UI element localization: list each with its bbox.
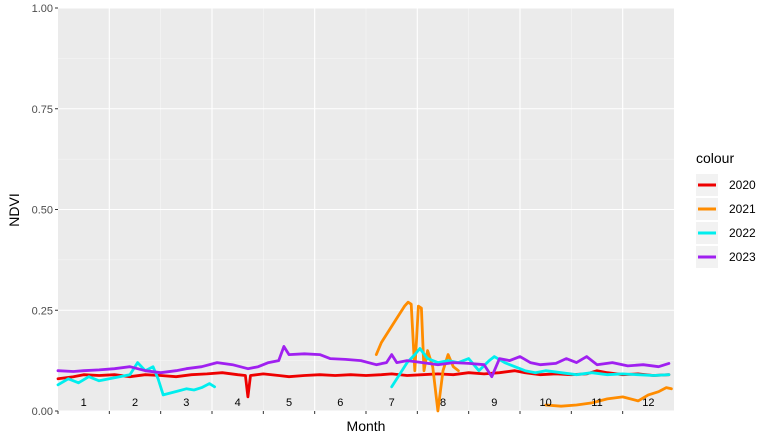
y-tick-label: 0.75 <box>32 104 53 116</box>
y-tick-label: 1.00 <box>32 3 53 15</box>
y-tick-label: 0.00 <box>32 406 53 418</box>
axis-layer: 0.000.250.500.751.001 2 3 4 5 6 7 8 9 10 11 12 <box>32 3 655 418</box>
month-label: 1 <box>81 397 87 409</box>
y-tick-label: 0.50 <box>32 205 53 217</box>
month-label: 8 <box>440 397 446 409</box>
month-label: 4 <box>235 397 241 409</box>
month-label: 10 <box>540 397 552 409</box>
month-label: 2 <box>132 397 138 409</box>
legend-label-2020: 2020 <box>729 178 756 192</box>
legend-label-2022: 2022 <box>729 226 756 240</box>
x-axis-title: Month <box>347 418 386 434</box>
series-line-2021 <box>374 300 673 413</box>
month-label: 3 <box>183 397 189 409</box>
month-label: 5 <box>286 397 292 409</box>
legend: colour 2020 2021 2022 2023 <box>696 150 756 268</box>
month-label: 6 <box>337 397 343 409</box>
month-label: 11 <box>591 397 602 409</box>
series-line-2023 <box>56 345 671 379</box>
legend-label-2023: 2023 <box>729 250 756 264</box>
month-label: 9 <box>491 397 497 409</box>
series-layer <box>56 300 673 413</box>
month-label: 7 <box>389 397 395 409</box>
y-tick-label: 0.25 <box>32 305 53 317</box>
legend-label-2021: 2021 <box>729 202 756 216</box>
legend-title: colour <box>696 150 734 166</box>
month-label: 12 <box>642 397 654 409</box>
y-axis-title: NDVI <box>6 193 22 226</box>
